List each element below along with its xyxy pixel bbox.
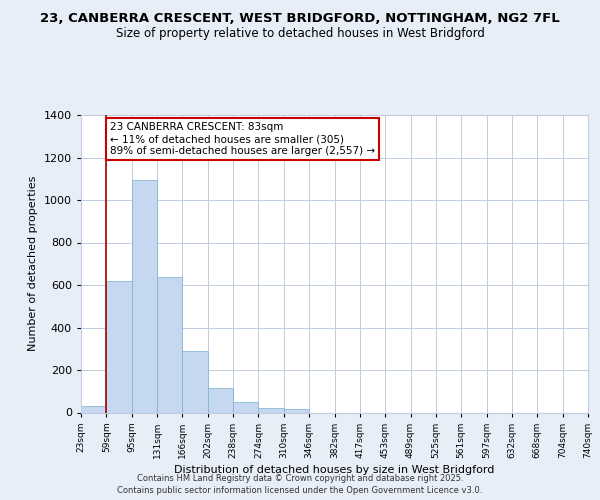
Bar xyxy=(182,351,208,412)
Bar xyxy=(208,388,233,412)
Bar xyxy=(81,406,106,412)
Bar xyxy=(284,410,309,412)
Bar xyxy=(132,180,157,412)
Y-axis label: Number of detached properties: Number of detached properties xyxy=(28,176,38,352)
Bar xyxy=(233,402,259,412)
Bar xyxy=(259,408,284,412)
Bar xyxy=(106,281,132,412)
X-axis label: Distribution of detached houses by size in West Bridgford: Distribution of detached houses by size … xyxy=(175,465,494,475)
Text: 23, CANBERRA CRESCENT, WEST BRIDGFORD, NOTTINGHAM, NG2 7FL: 23, CANBERRA CRESCENT, WEST BRIDGFORD, N… xyxy=(40,12,560,26)
Text: Size of property relative to detached houses in West Bridgford: Size of property relative to detached ho… xyxy=(116,28,484,40)
Text: 23 CANBERRA CRESCENT: 83sqm
← 11% of detached houses are smaller (305)
89% of se: 23 CANBERRA CRESCENT: 83sqm ← 11% of det… xyxy=(110,122,375,156)
Text: Contains HM Land Registry data © Crown copyright and database right 2025.: Contains HM Land Registry data © Crown c… xyxy=(137,474,463,483)
Text: Contains public sector information licensed under the Open Government Licence v3: Contains public sector information licen… xyxy=(118,486,482,495)
Bar xyxy=(157,276,182,412)
